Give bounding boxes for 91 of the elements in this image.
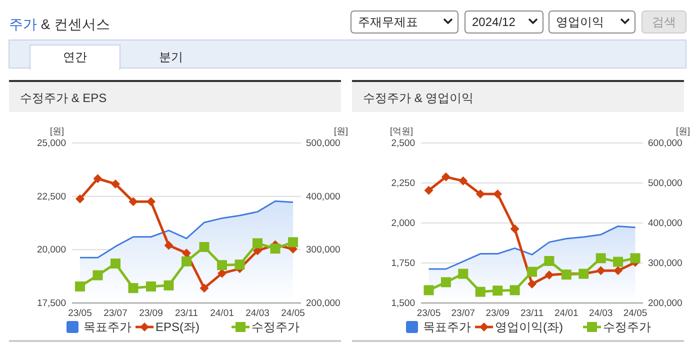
point (493, 190, 502, 199)
y-tick-label: 1,500 (391, 298, 415, 309)
point (544, 256, 554, 266)
x-tick-label: 23/09 (139, 308, 163, 319)
point (110, 179, 120, 188)
y2-tick-label: 400,000 (648, 218, 682, 229)
text: 주재무제표 (358, 15, 418, 29)
point (424, 186, 434, 195)
x-tick-label: 23/11 (520, 308, 544, 319)
x-tick-label: 23/07 (451, 308, 476, 319)
point (252, 238, 263, 248)
point (458, 176, 468, 186)
y2-tick-label: 500,000 (648, 178, 682, 189)
point (217, 260, 228, 270)
text: 주가 & 컨센서스 (9, 16, 110, 32)
x-tick-label: 24/05 (623, 308, 648, 319)
y-tick-label: 2,250 (391, 178, 415, 189)
point (614, 266, 623, 276)
point (424, 285, 434, 296)
point (440, 277, 451, 288)
point (199, 242, 210, 252)
y-tick-label: 1,750 (391, 258, 415, 269)
x-tick-label: 24/03 (246, 308, 270, 319)
y-axis-title: [원] (50, 126, 64, 136)
point (234, 260, 245, 270)
point (527, 266, 537, 277)
point (475, 286, 486, 297)
x-tick-label: 23/05 (68, 308, 92, 319)
y2-axis-title: [원] (334, 126, 348, 136)
x-tick-label: 23/09 (486, 308, 510, 319)
x-tick-label: 24/01 (554, 308, 578, 319)
point (476, 190, 485, 199)
point (528, 279, 536, 288)
legend-label: 목표주가 (423, 320, 471, 334)
point (182, 256, 192, 266)
point (74, 281, 85, 292)
point (200, 284, 209, 293)
text: 연간 (63, 50, 87, 64)
point (441, 172, 450, 182)
point (458, 268, 468, 279)
point (510, 224, 520, 234)
y2-axis-title: [원] (676, 126, 690, 136)
point (510, 285, 520, 296)
point (596, 253, 606, 264)
point (128, 197, 138, 206)
point (92, 270, 103, 280)
y-axis-title: [억원] (390, 126, 413, 136)
point (544, 270, 554, 280)
point (164, 280, 174, 290)
y-tick-label: 20,000 (36, 244, 66, 256)
point (492, 286, 503, 296)
legend-label: 수정주가 (252, 320, 300, 334)
legend-label: 영업이익(좌) (495, 320, 563, 334)
text: 2024/12 (472, 15, 516, 29)
x-tick-label: 24/03 (588, 308, 613, 319)
y-tick-label: 2,000 (391, 218, 415, 229)
x-tick-label: 24/05 (281, 308, 305, 319)
y2-tick-label: 600,000 (648, 138, 682, 149)
y-tick-label: 17,500 (36, 298, 66, 309)
text: 검색 (652, 15, 676, 29)
point (288, 237, 298, 248)
point (164, 240, 174, 250)
y2-tick-label: 400,000 (306, 191, 340, 202)
point (128, 283, 138, 294)
y-tick-label: 25,000 (36, 138, 66, 149)
x-tick-label: 24/01 (210, 308, 234, 319)
point (630, 253, 640, 264)
x-tick-label: 23/05 (416, 308, 441, 319)
y-tick-label: 22,500 (36, 191, 66, 202)
x-tick-label: 23/07 (104, 308, 128, 319)
y2-tick-label: 200,000 (306, 298, 340, 309)
legend-label: EPS(좌) (156, 320, 200, 334)
text: 영업이익 (556, 15, 604, 29)
y-tick-label: 2,500 (391, 138, 415, 149)
y2-tick-label: 300,000 (648, 258, 682, 269)
point (93, 174, 102, 184)
legend-label: 수정주가 (603, 320, 651, 334)
point (75, 194, 84, 204)
y2-tick-label: 200,000 (648, 298, 682, 309)
point (270, 244, 280, 254)
chart-title: 수정주가 & 영업이익 (363, 91, 474, 105)
point (613, 256, 624, 267)
y2-tick-label: 500,000 (306, 138, 340, 149)
text: 분기 (159, 50, 183, 64)
point (596, 266, 606, 276)
point (146, 281, 156, 292)
x-tick-label: 23/11 (174, 308, 198, 319)
legend-label: 목표주가 (84, 320, 132, 334)
y2-tick-label: 300,000 (306, 244, 340, 256)
point (110, 258, 120, 269)
chart-title: 수정주가 & EPS (20, 91, 107, 105)
